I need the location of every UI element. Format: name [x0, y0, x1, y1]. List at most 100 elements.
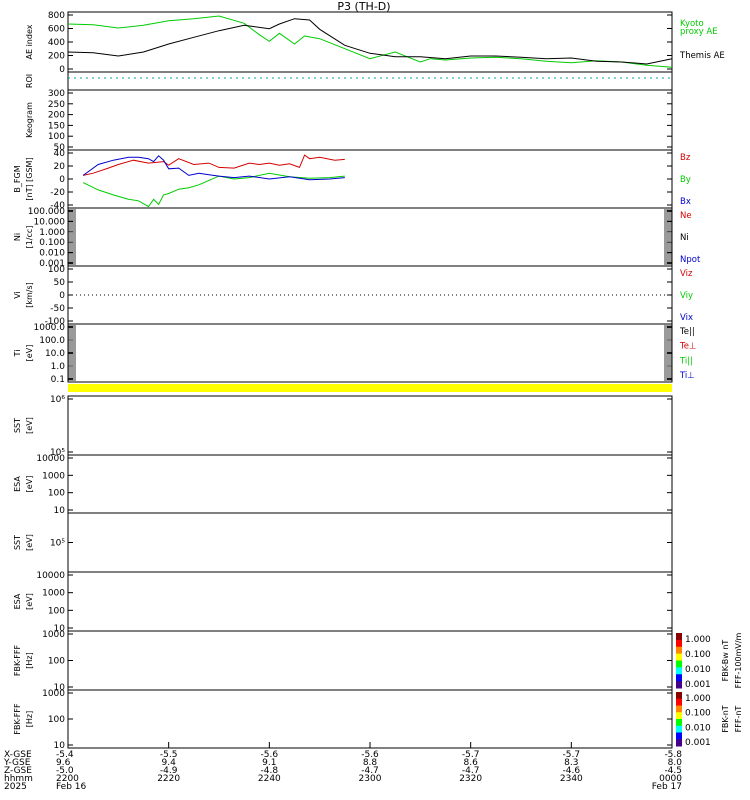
legend-bx: Bx	[680, 197, 691, 207]
y-tick-label: 10	[54, 683, 66, 693]
x-tick-label: -5.7	[462, 750, 480, 760]
x-tick-label: Feb 16	[56, 782, 87, 792]
y-tick-label: 100.0	[39, 336, 65, 346]
y-tick-label: 10	[54, 506, 66, 516]
colorbar-tick: 0.010	[685, 665, 711, 675]
y-tick-label: 50	[54, 143, 66, 153]
y-tick-label: -100	[45, 317, 66, 327]
y-axis-label: SST	[13, 535, 22, 550]
y-axis-label: ROI	[25, 74, 34, 88]
x-tick-label: -4.8	[261, 766, 279, 776]
x-tick-label: -4.7	[462, 766, 480, 776]
x-tick-label: -5.7	[563, 750, 581, 760]
colorbar-segment	[676, 698, 682, 706]
panel-fbk1: FBK-FFF [Hz] 1000 100 10 1.000 0.100 0.010 0.001…	[13, 630, 743, 693]
colorbar-segment	[676, 639, 682, 648]
y-tick-label: 200	[48, 52, 65, 62]
y-axis-label: FBK-FFF	[13, 703, 22, 735]
colorbar-segment	[676, 725, 682, 733]
colorbar: 1.000 0.100 0.010 0.001 FBK-Bw nT FFF-100mV/m	[676, 632, 743, 690]
y-axis-label: SST	[13, 418, 22, 433]
y-tick-label: -40	[50, 201, 65, 211]
x-tick-label: -5.8	[664, 750, 682, 760]
y-tick-label: 10⁵	[50, 539, 65, 549]
y-axis-label: FBK-FFF	[13, 645, 22, 677]
y-tick-label: 1000	[42, 471, 65, 481]
panel-frame	[67, 207, 673, 267]
legend-themisae: Themis AE	[679, 51, 725, 61]
legend-te: Te||	[679, 327, 695, 337]
x-tick-label: 9.4	[162, 758, 177, 768]
panel-ti: Ti [eV] 1000.0 100.0 10.0 1.0 0.1 Te|| Te⊥ Ti|| Ti…	[13, 323, 696, 385]
x-tick-label: 9.1	[262, 758, 276, 768]
y-axis-units: [Hz]	[25, 711, 34, 727]
y-tick-label: 100	[48, 265, 65, 275]
panel-frame	[67, 149, 673, 209]
y-tick-label: 100	[48, 489, 65, 499]
colorbar-tick: 0.001	[685, 738, 711, 748]
legend-viy: Viy	[680, 291, 693, 301]
y-tick-label: -50	[50, 304, 65, 314]
series-bx	[82, 155, 345, 181]
y-tick-label: 10⁵	[50, 448, 65, 458]
x-tick-label: 8.3	[564, 758, 578, 768]
y-tick-label: 0	[59, 291, 65, 301]
series-bz	[82, 154, 345, 176]
panel-frame	[67, 454, 673, 514]
legend-viz: Viz	[680, 269, 693, 279]
colorbar-tick: 0.010	[685, 723, 711, 733]
y-tick-label: 1.0	[51, 362, 66, 372]
y-axis-units: [1/cc]	[25, 226, 34, 249]
panel-frame	[67, 265, 673, 325]
panel-frame	[67, 89, 673, 151]
legend-npot: Npot	[680, 255, 701, 265]
x-tick-label: -4.7	[361, 766, 379, 776]
colorbar-segment	[676, 633, 682, 641]
y-tick-label: 200	[48, 111, 65, 121]
y-axis-units: [Hz]	[25, 652, 34, 668]
y-tick-label: 800	[48, 11, 65, 21]
x-tick-label: -4.6	[563, 766, 581, 776]
panel-esa1: ESA [eV] 10000 1000 100 10	[13, 454, 673, 516]
colorbar-segment	[676, 732, 682, 740]
colorbar-tick: 0.100	[685, 650, 711, 660]
y-axis-label: Keogram	[25, 102, 34, 138]
x-row-label: X-GSE	[4, 750, 32, 760]
panel-sst2: SST [eV] 10⁵	[13, 512, 673, 573]
y-tick-label: 250	[48, 100, 65, 110]
yellow-quality-bar	[68, 384, 672, 392]
legend-kyoto: Kyoto	[680, 19, 704, 29]
y-tick-label: 0.1	[51, 375, 65, 385]
y-axis-units: [eV]	[25, 534, 34, 551]
y-axis-units: [eV]	[25, 345, 34, 362]
colorbar-segment	[676, 739, 682, 747]
y-tick-label: 0	[59, 65, 65, 75]
y-tick-label: 0.100	[39, 238, 65, 248]
panel-frame	[67, 323, 673, 383]
y-axis-label: ESA	[13, 593, 22, 609]
legend-vix: Vix	[680, 313, 693, 323]
colorbar-segment	[676, 692, 682, 700]
panel-esa2: ESA [eV] 10000 1000 100 10	[13, 571, 673, 634]
panel-sst1: SST [eV] 10⁶ 10⁵	[13, 395, 673, 458]
legend-ti: Ti⊥	[679, 371, 695, 381]
plot-title: P3 (TH-D)	[337, 0, 390, 13]
colorbar-tick: 0.100	[685, 709, 711, 719]
y-tick-label: 300	[48, 89, 65, 99]
y-tick-label: 10⁶	[50, 395, 65, 405]
colorbar-segment	[676, 674, 682, 682]
y-tick-label: 1.000	[39, 228, 65, 238]
y-tick-label: 150	[48, 121, 65, 131]
x-tick-label: 2300	[359, 774, 382, 784]
colorbar-segment	[676, 653, 682, 661]
colorbar-tick: 0.001	[685, 680, 711, 690]
y-tick-label: 100	[48, 715, 65, 725]
x-tick-label: 2320	[459, 774, 482, 784]
y-axis-label: Ti	[13, 350, 22, 358]
x-tick-label: 2340	[560, 774, 583, 784]
panel-frame	[67, 71, 673, 91]
panel-frame	[67, 395, 673, 456]
legend-by: By	[680, 175, 691, 185]
